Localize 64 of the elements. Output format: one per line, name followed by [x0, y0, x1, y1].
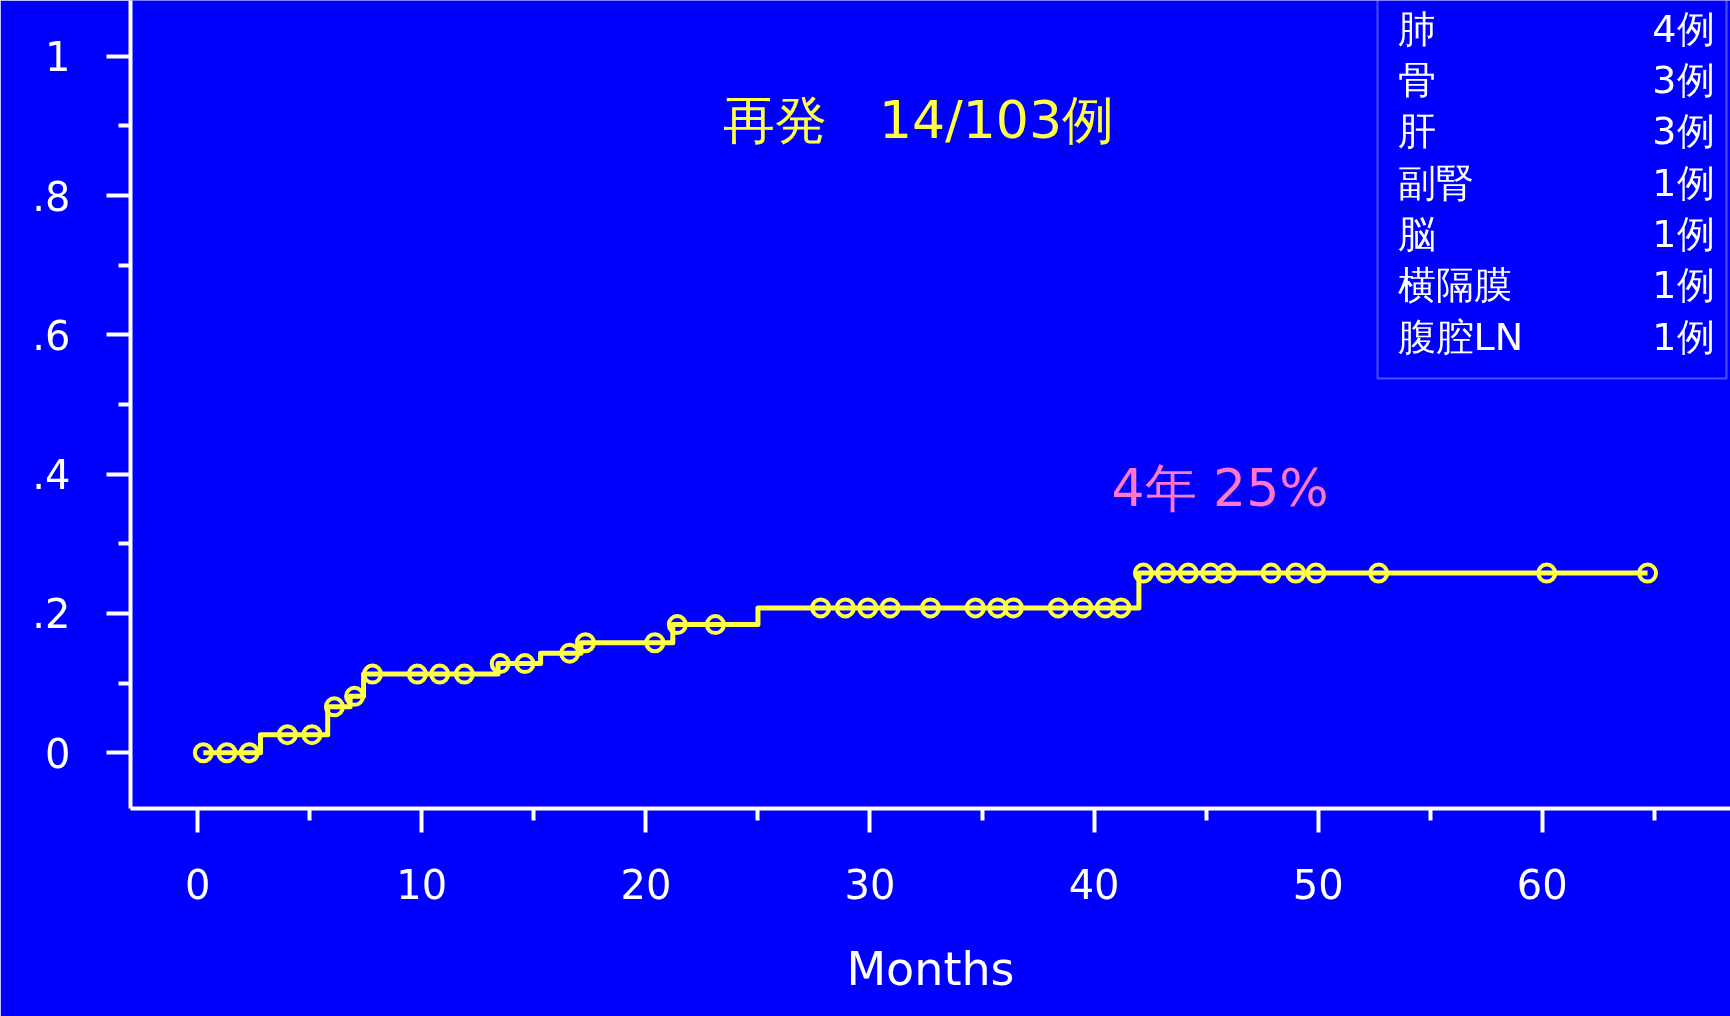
point [238, 742, 260, 764]
point [1110, 597, 1132, 619]
point [879, 597, 901, 619]
point [1260, 562, 1282, 584]
point [964, 597, 986, 619]
text: 再発 14/103例 [723, 89, 1114, 150]
point [1536, 562, 1558, 584]
annotation: 4年 25% [1111, 458, 1329, 519]
text: 肝 3例 [1397, 109, 1715, 154]
y-tick-label: 1 [45, 34, 71, 81]
point [276, 724, 298, 746]
text: 脳 1例 [1397, 212, 1715, 256]
text: 横隔膜 1例 [1397, 263, 1715, 308]
point [987, 597, 1009, 619]
point [301, 724, 323, 746]
point [1132, 562, 1154, 584]
x-tick-label: 20 [620, 861, 672, 908]
point [834, 597, 856, 619]
y-tick-label: .6 [32, 312, 71, 359]
point [344, 685, 366, 707]
point [644, 632, 666, 654]
point [453, 663, 475, 685]
point [1285, 562, 1307, 584]
point [323, 696, 345, 718]
text: 副腎 1例 [1397, 160, 1715, 205]
point [666, 614, 688, 636]
point [704, 614, 726, 636]
x-tick-label: 60 [1516, 861, 1568, 908]
y-tick-label: .2 [32, 591, 71, 638]
point [1177, 562, 1199, 584]
point [920, 597, 941, 619]
x-axis-title: Months [846, 941, 1015, 996]
point [1094, 597, 1116, 619]
point [1637, 562, 1659, 584]
point [857, 597, 879, 619]
point [362, 663, 384, 685]
point [1047, 597, 1069, 619]
point [514, 653, 536, 675]
text: 腹腔LN 1例 [1397, 314, 1715, 359]
point [574, 632, 596, 654]
text: 骨 3例 [1397, 58, 1715, 103]
point [192, 742, 214, 764]
point [1155, 562, 1177, 584]
point [1368, 562, 1390, 584]
point [559, 642, 581, 664]
x-tick-label: 10 [396, 861, 448, 908]
y-tick-label: .8 [32, 173, 71, 220]
x-tick-label: 30 [844, 861, 896, 908]
text: 肺 4例 [1397, 6, 1715, 51]
x-tick-label: 50 [1292, 861, 1344, 908]
point [1200, 562, 1222, 584]
point [429, 663, 451, 685]
point [1002, 597, 1024, 619]
point [1215, 562, 1237, 584]
point [1305, 562, 1327, 584]
point [489, 653, 511, 675]
y-tick-label: .4 [32, 452, 71, 499]
x-tick-label: 40 [1068, 861, 1120, 908]
x-tick-label: 0 [185, 861, 211, 908]
point [216, 742, 238, 764]
point [810, 597, 832, 619]
point [406, 663, 428, 685]
point [1072, 597, 1094, 619]
y-tick-label: 0 [45, 730, 71, 777]
